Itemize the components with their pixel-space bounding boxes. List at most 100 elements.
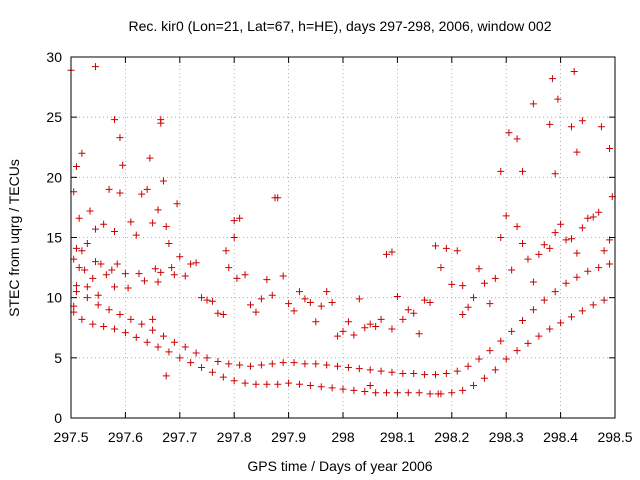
data-point: [100, 220, 108, 228]
data-point: [176, 253, 184, 261]
data-point: [168, 264, 176, 272]
data-point: [567, 123, 575, 131]
data-point: [480, 374, 488, 382]
data-point: [83, 294, 91, 302]
data-point: [176, 354, 184, 362]
x-tick-labels: 297.5 297.6 297.7 297.8 297.9 298 298.1 298.2 29…: [53, 429, 632, 445]
data-point: [448, 280, 456, 288]
data-point: [173, 200, 181, 208]
data-point: [546, 325, 554, 333]
data-point: [105, 306, 113, 314]
data-point: [111, 116, 119, 124]
data-point: [513, 223, 521, 231]
data-point: [140, 277, 148, 285]
data-point: [108, 266, 116, 274]
data-point: [426, 298, 434, 306]
data-point: [127, 218, 135, 226]
x-tick-label: 297.7: [162, 429, 197, 445]
data-point: [535, 250, 543, 258]
data-point: [366, 320, 374, 328]
data-point: [366, 366, 374, 374]
data-point: [377, 315, 385, 323]
data-point: [132, 231, 140, 239]
data-point: [339, 327, 347, 335]
data-point: [162, 223, 170, 231]
x-tick-label: 297.8: [217, 429, 252, 445]
data-point: [393, 389, 401, 397]
x-axis-title: GPS time / Days of year 2006: [247, 458, 432, 474]
x-tick-label: 297.6: [108, 429, 143, 445]
data-point: [453, 247, 461, 255]
data-point: [290, 359, 298, 367]
data-point: [388, 325, 396, 333]
data-point: [442, 369, 450, 377]
data-point: [252, 308, 260, 316]
data-point: [149, 326, 157, 334]
data-point: [116, 134, 124, 142]
grid-lines: [71, 57, 615, 418]
data-point: [535, 332, 543, 340]
data-point: [306, 298, 314, 306]
data-point: [475, 265, 483, 273]
data-point: [377, 367, 385, 375]
data-point: [127, 315, 135, 323]
data-point: [100, 323, 108, 331]
data-point: [578, 117, 586, 125]
data-point: [529, 306, 537, 314]
data-point: [301, 295, 309, 303]
data-point: [415, 330, 423, 338]
data-point: [415, 389, 423, 397]
data-point: [584, 214, 592, 222]
data-point: [548, 75, 556, 83]
data-point: [453, 367, 461, 375]
data-point: [225, 360, 233, 368]
data-point: [285, 379, 293, 387]
data-point: [91, 63, 99, 71]
data-point: [89, 320, 97, 328]
data-point: [198, 363, 206, 371]
data-point: [208, 368, 216, 376]
data-point: [143, 338, 151, 346]
data-point: [508, 327, 516, 335]
data-point: [393, 292, 401, 300]
data-point: [459, 311, 467, 319]
data-point: [124, 284, 132, 292]
y-axis-title: STEC from uqrg / TECUs: [6, 159, 22, 317]
data-point: [513, 135, 521, 143]
data-point: [111, 325, 119, 333]
data-point: [295, 380, 303, 388]
data-point: [355, 295, 363, 303]
data-point: [410, 369, 418, 377]
data-point: [170, 338, 178, 346]
data-point: [480, 279, 488, 287]
data-point: [187, 260, 195, 268]
data-point: [279, 272, 287, 280]
data-point: [162, 372, 170, 380]
data-point: [470, 294, 478, 302]
data-point: [236, 361, 244, 369]
data-point: [192, 259, 200, 267]
data-point: [595, 208, 603, 216]
data-point: [399, 369, 407, 377]
x-tick-label: 298.2: [434, 429, 469, 445]
data-point: [524, 255, 532, 263]
data-point: [546, 120, 554, 128]
data-point: [475, 355, 483, 363]
data-point: [551, 229, 559, 237]
data-point: [149, 315, 157, 323]
data-point: [157, 268, 165, 276]
data-point: [91, 258, 99, 266]
data-point: [328, 384, 336, 392]
data-point: [75, 214, 83, 222]
data-point: [334, 362, 342, 370]
data-point: [383, 389, 391, 397]
data-point: [350, 386, 358, 394]
data-point: [203, 354, 211, 362]
data-point: [421, 296, 429, 304]
data-point: [219, 311, 227, 319]
data-point: [328, 298, 336, 306]
data-point: [562, 279, 570, 287]
data-point: [236, 214, 244, 222]
data-point: [94, 291, 102, 299]
data-point: [442, 244, 450, 252]
